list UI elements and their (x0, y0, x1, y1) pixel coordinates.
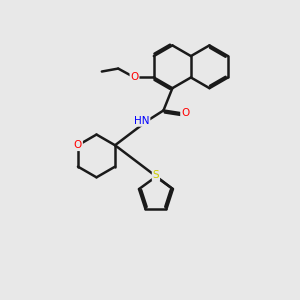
Text: HN: HN (134, 116, 149, 126)
Text: S: S (153, 170, 159, 180)
Text: O: O (130, 73, 139, 82)
Text: O: O (181, 108, 189, 118)
Text: O: O (74, 140, 82, 150)
